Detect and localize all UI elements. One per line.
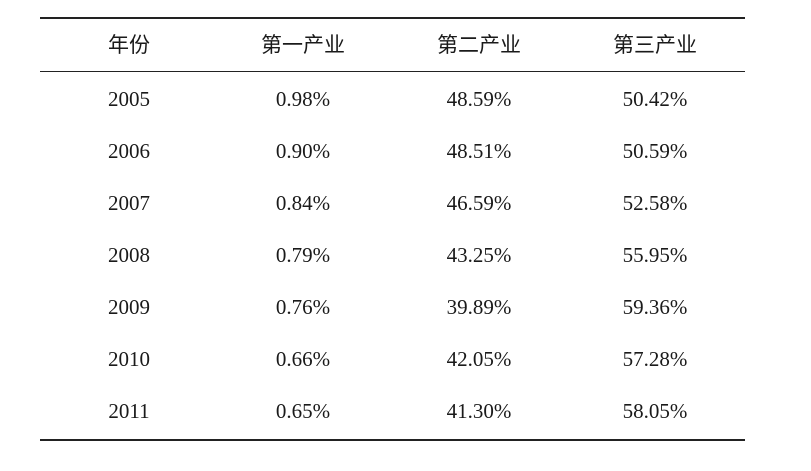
table-cell: 0.90% — [275, 139, 331, 163]
table-cell: 0.66% — [275, 347, 331, 371]
top-rule — [40, 17, 745, 19]
table-cell: 57.28% — [622, 347, 688, 371]
table-cell: 0.84% — [275, 191, 331, 215]
table-cell: 46.59% — [446, 191, 512, 215]
header-cell: 第二产业 — [437, 33, 521, 57]
header-rule — [40, 71, 745, 72]
table-cell: 43.25% — [446, 243, 512, 267]
table-cell: 50.59% — [622, 139, 688, 163]
table-cell: 50.42% — [622, 87, 688, 111]
header-cell: 第一产业 — [261, 33, 345, 57]
table-cell: 2011 — [108, 399, 150, 423]
table-cell: 2009 — [108, 295, 150, 319]
bottom-rule — [40, 439, 745, 441]
header-cell: 第三产业 — [613, 33, 697, 57]
table-cell: 52.58% — [622, 191, 688, 215]
table-cell: 0.65% — [275, 399, 331, 423]
table-cell: 59.36% — [622, 295, 688, 319]
table-cell: 0.76% — [275, 295, 331, 319]
table-cell: 2007 — [108, 191, 150, 215]
header-cell: 年份 — [108, 33, 150, 57]
table-cell: 41.30% — [446, 399, 512, 423]
table-cell: 2005 — [108, 87, 150, 111]
table-cell: 48.51% — [446, 139, 512, 163]
table-cell: 39.89% — [446, 295, 512, 319]
table-cell: 2010 — [108, 347, 150, 371]
table-cell: 2006 — [108, 139, 150, 163]
table-cell: 2008 — [108, 243, 150, 267]
table-cell: 0.79% — [275, 243, 331, 267]
table-cell: 58.05% — [622, 399, 688, 423]
table-cell: 0.98% — [275, 87, 331, 111]
table-cell: 42.05% — [446, 347, 512, 371]
table-cell: 48.59% — [446, 87, 512, 111]
table-cell: 55.95% — [622, 243, 688, 267]
